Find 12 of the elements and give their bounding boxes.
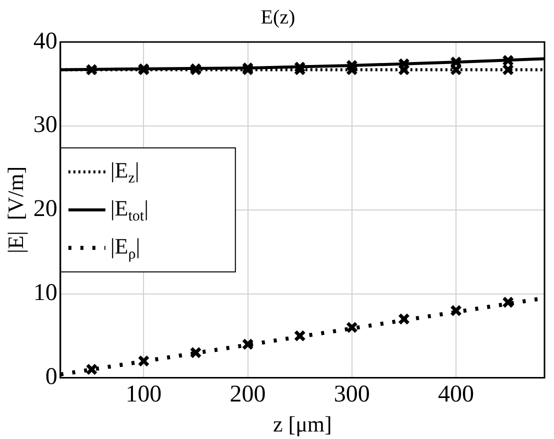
y-tick-label: 10: [33, 280, 58, 306]
x-tick-label: 100: [126, 381, 162, 408]
y-tick-label: 20: [33, 196, 58, 222]
x-tick-label: 300: [334, 381, 370, 408]
y-tick-label: 30: [33, 112, 58, 138]
x-tick-label: 400: [438, 381, 474, 408]
y-tick-label: 0: [45, 364, 58, 390]
chart-title: E(z): [260, 6, 296, 28]
y-axis-title: |E| [V/m]: [2, 166, 28, 254]
x-tick-label: 200: [230, 381, 266, 408]
x-axis-title: z [μm]: [273, 412, 332, 437]
y-tick-label: 40: [33, 28, 58, 54]
